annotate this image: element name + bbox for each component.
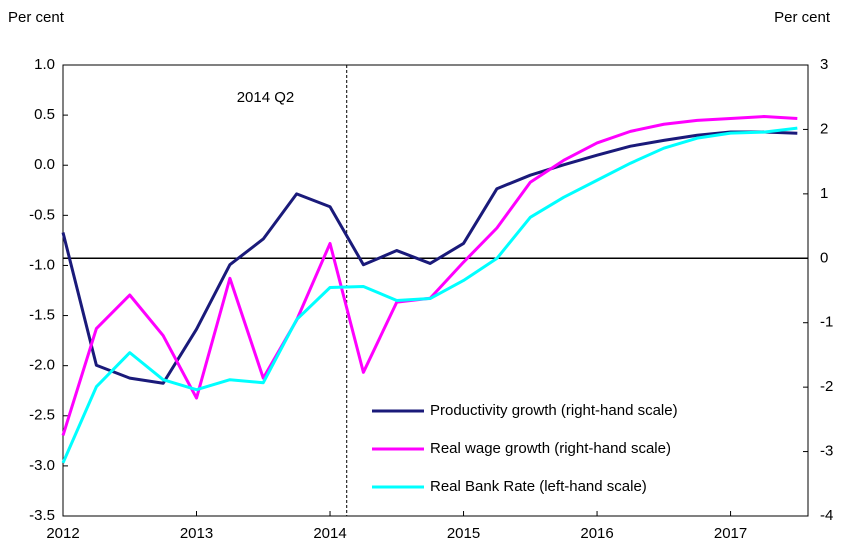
legend-label: Real wage growth (right-hand scale)	[430, 440, 671, 457]
x-tick-label: 2012	[46, 525, 79, 542]
y-tick-label: -1.0	[29, 256, 55, 273]
y2-tick-label: -3	[820, 443, 833, 460]
y-tick-label: 0.0	[34, 156, 55, 173]
series-line	[61, 130, 798, 385]
y2-axis-label: Per cent	[774, 9, 831, 26]
y2-tick-label: 2	[820, 120, 828, 137]
y2-tick-label: -4	[820, 507, 833, 524]
y-tick-label: 0.5	[34, 106, 55, 123]
x-tick-label: 2017	[714, 525, 747, 542]
y2-tick-label: 0	[820, 249, 828, 266]
plot-frame	[62, 64, 809, 517]
y-tick-label: -1.5	[29, 307, 55, 324]
annotation: 2014 Q2	[237, 89, 295, 106]
y-axis-label: Per cent	[8, 9, 65, 26]
y2-tick-label: -2	[820, 378, 833, 395]
y2-tick-label: -1	[820, 314, 833, 331]
x-tick-label: 2013	[180, 525, 213, 542]
y-tick-label: -2.5	[29, 407, 55, 424]
y-tick-label: -2.0	[29, 357, 55, 374]
x-tick-label: 2014	[313, 525, 346, 542]
x-tick-label: 2015	[447, 525, 480, 542]
series-line	[61, 126, 798, 464]
series-line	[61, 115, 798, 436]
y-tick-label: 1.0	[34, 56, 55, 73]
y2-tick-label: 1	[820, 185, 828, 202]
y-tick-label: -0.5	[29, 206, 55, 223]
y2-tick-label: 3	[820, 56, 828, 73]
y-tick-label: -3.5	[29, 507, 55, 524]
legend-label: Real Bank Rate (left-hand scale)	[430, 478, 647, 495]
y-tick-label: -3.0	[29, 457, 55, 474]
legend-label: Productivity growth (right-hand scale)	[430, 402, 678, 419]
x-tick-label: 2016	[580, 525, 613, 542]
